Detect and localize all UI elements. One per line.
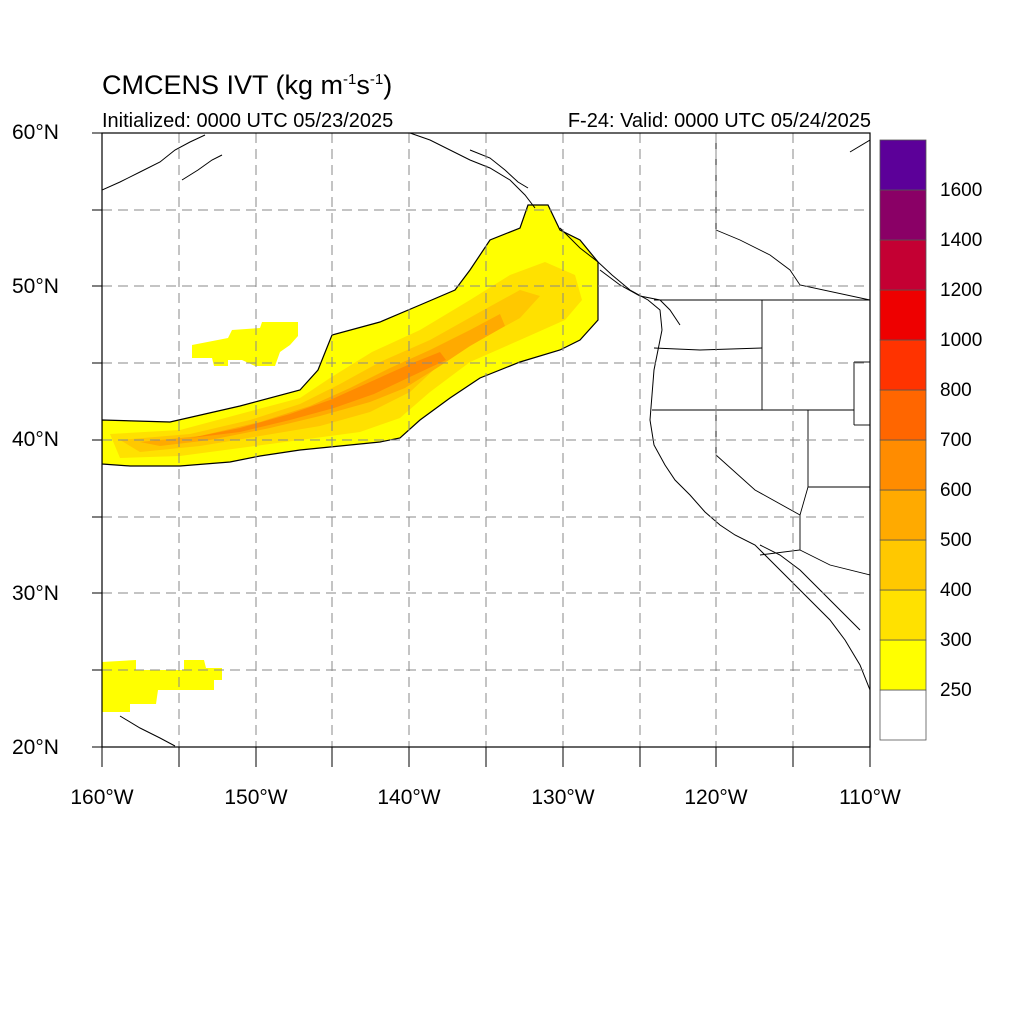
lat-label-40n: 40°N <box>12 428 59 451</box>
gridlines <box>102 133 870 747</box>
ivt-patch-north <box>192 322 298 366</box>
lon-label-120w: 120°W <box>684 786 748 809</box>
ivt-250-region <box>102 204 599 467</box>
lat-label-20n: 20°N <box>12 736 59 759</box>
lon-label-150w: 150°W <box>224 786 288 809</box>
colorbar-box <box>879 439 927 491</box>
colorbar-box <box>879 489 927 541</box>
colorbar-box <box>879 339 927 391</box>
colorbar-box <box>879 539 927 591</box>
colorbar-box <box>879 389 927 441</box>
coastlines <box>102 133 870 747</box>
colorbar-box <box>879 289 927 341</box>
colorbar-label-250: 250 <box>940 680 972 701</box>
ivt-600-region <box>190 352 446 438</box>
colorbar-label-1000: 1000 <box>940 330 983 351</box>
colorbar-label-800: 800 <box>940 380 972 401</box>
lon-label-130w: 130°W <box>531 786 595 809</box>
colorbar-label-1400: 1400 <box>940 230 983 251</box>
figure-title: CMCENS IVT (kg m-1s-1) <box>102 70 393 100</box>
state-borders <box>652 133 870 576</box>
colorbar-label-700: 700 <box>940 430 972 451</box>
lon-label-110w: 110°W <box>839 786 901 809</box>
colorbar-label-1600: 1600 <box>940 180 983 201</box>
lon-label-140w: 140°W <box>377 786 441 809</box>
valid-time: F-24: Valid: 0000 UTC 05/24/2025 <box>567 110 871 132</box>
colorbar-label-500: 500 <box>940 530 972 551</box>
ivt-300-region <box>110 262 582 458</box>
colorbar-label-300: 300 <box>940 630 972 651</box>
colorbar-box <box>879 689 927 741</box>
colorbar-box <box>879 189 927 241</box>
ivt-plume <box>102 204 599 712</box>
colorbar-label-600: 600 <box>940 480 972 501</box>
colorbar <box>879 139 927 741</box>
lat-label-50n: 50°N <box>12 275 59 298</box>
colorbar-box <box>879 239 927 291</box>
ivt-400-region <box>120 290 540 452</box>
lat-label-60n: 60°N <box>12 121 59 144</box>
colorbar-label-1200: 1200 <box>940 280 983 301</box>
colorbar-label-400: 400 <box>940 580 972 601</box>
init-time: Initialized: 0000 UTC 05/23/2025 <box>102 110 394 132</box>
lon-label-160w: 160°W <box>70 786 134 809</box>
ivt-patch-south <box>102 660 222 712</box>
colorbar-box <box>879 589 927 641</box>
axis-ticks <box>92 132 871 767</box>
lat-label-30n: 30°N <box>12 582 59 605</box>
colorbar-box <box>879 639 927 691</box>
colorbar-box <box>879 139 927 191</box>
